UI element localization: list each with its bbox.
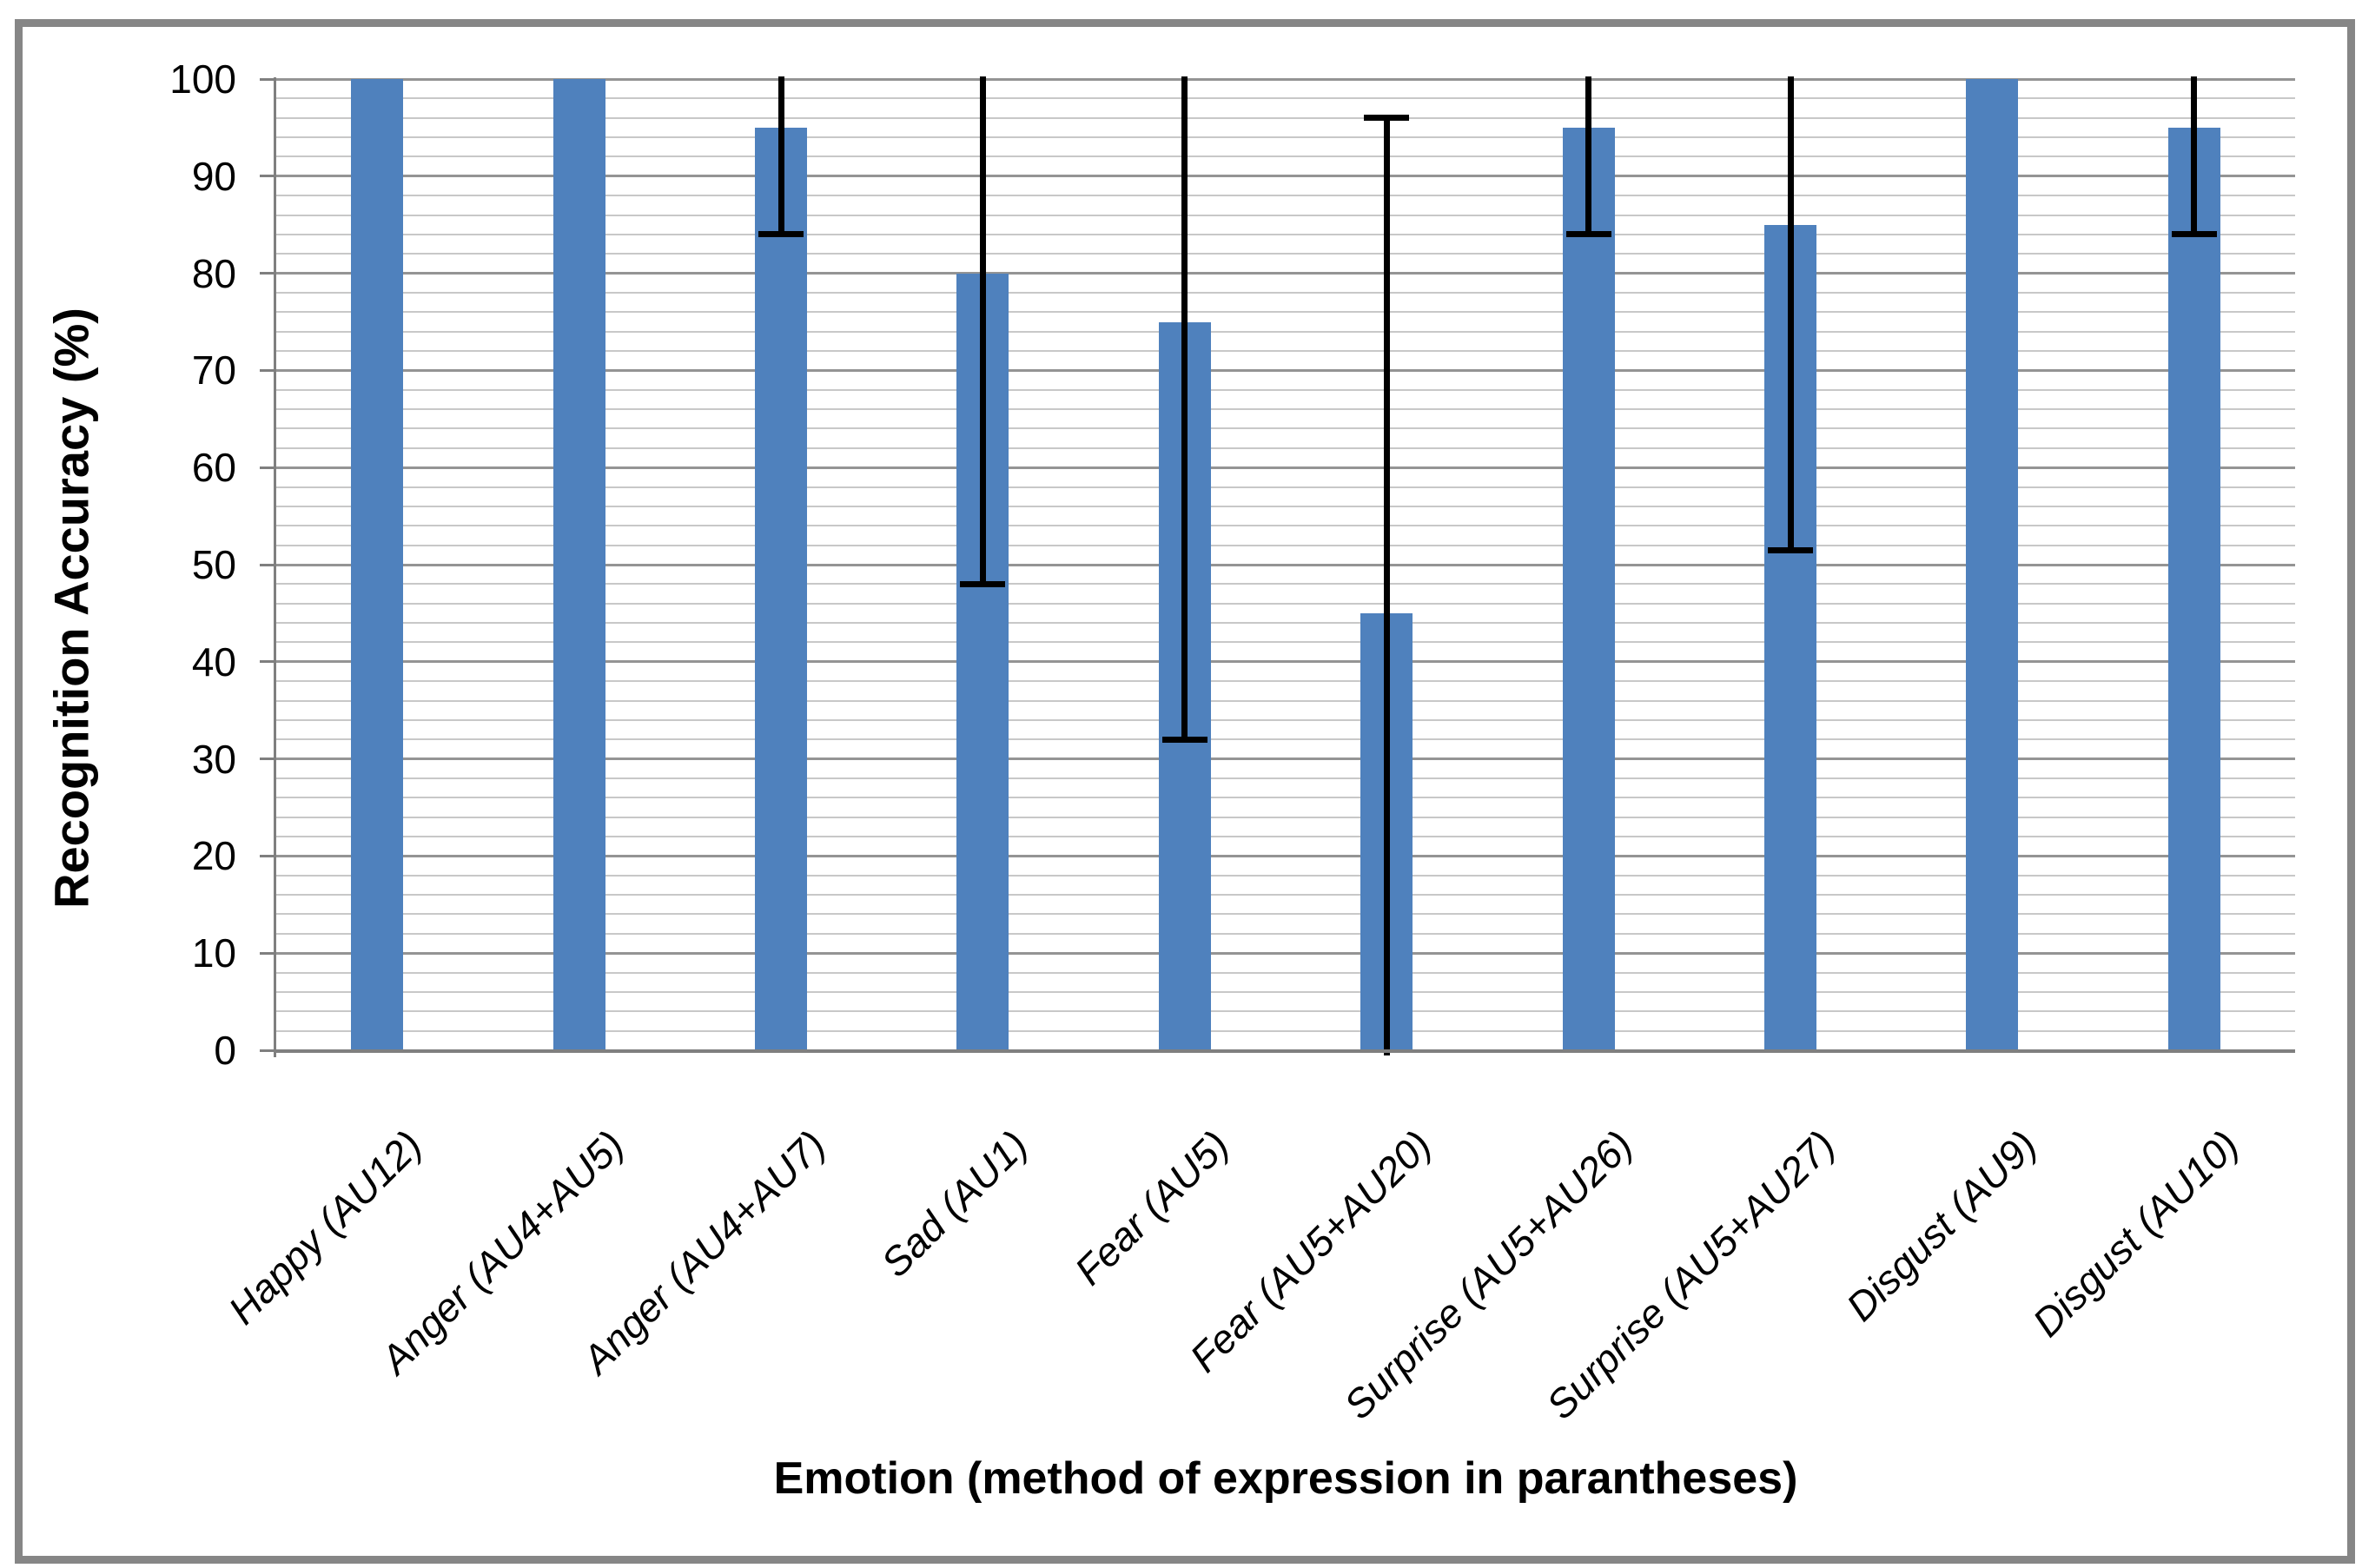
bar-disgust-au9 — [1966, 79, 2019, 1050]
error-bar-lower-cap-surprise-au5-au26 — [1565, 231, 1611, 238]
gridline-major — [276, 272, 2295, 275]
y-axis-tick — [260, 1049, 276, 1052]
y-axis-tick-label: 30 — [191, 736, 236, 782]
gridline-minor — [276, 291, 2295, 294]
gridline-minor — [276, 350, 2295, 353]
error-bar-surprise-au5-au27 — [1787, 76, 1794, 551]
gridline-minor — [276, 622, 2295, 625]
error-bar-disgust-au10 — [2191, 76, 2198, 235]
error-bar-lower-cap-fear-au5 — [1161, 736, 1207, 743]
y-axis-tick — [260, 951, 276, 955]
gridline-minor — [276, 971, 2295, 974]
bar-anger-au4-au5 — [552, 79, 605, 1050]
gridline-minor — [276, 116, 2295, 119]
y-axis-tick — [260, 660, 276, 664]
error-bar-anger-au4-au7 — [777, 76, 784, 235]
gridline-minor — [276, 583, 2295, 586]
gridline-minor — [276, 311, 2295, 314]
gridline-minor — [276, 797, 2295, 799]
error-bar-fear-au5-au20 — [1383, 117, 1390, 1055]
gridline-minor — [276, 836, 2295, 838]
y-axis-title: Recognition Accuracy (%) — [43, 308, 99, 909]
gridline-minor — [276, 932, 2295, 935]
gridline-minor — [276, 699, 2295, 702]
gridline-minor — [276, 388, 2295, 391]
gridline-minor — [276, 525, 2295, 527]
gridline-minor — [276, 718, 2295, 721]
y-axis-tick-label: 20 — [191, 833, 236, 879]
gridline-minor — [276, 777, 2295, 779]
gridline-minor — [276, 97, 2295, 100]
y-axis-tick-label: 50 — [191, 542, 236, 587]
gridline-minor — [276, 505, 2295, 507]
y-axis-tick-label: 60 — [191, 445, 236, 491]
gridline-minor — [276, 253, 2295, 255]
y-axis-tick-label: 40 — [191, 638, 236, 685]
gridline-minor — [276, 214, 2295, 216]
error-bar-lower-cap-sad-au1 — [960, 580, 1006, 587]
gridline-minor — [276, 195, 2295, 197]
y-axis-tick — [260, 175, 276, 178]
gridline-major — [276, 758, 2295, 761]
gridline-minor — [276, 136, 2295, 139]
bar-disgust-au10 — [2167, 127, 2220, 1050]
bar-happy-au12 — [351, 79, 404, 1050]
gridline-minor — [276, 486, 2295, 488]
y-axis-tick — [260, 854, 276, 857]
gridline-minor — [276, 447, 2295, 449]
gridline-minor — [276, 680, 2295, 683]
gridline-minor — [276, 990, 2295, 993]
gridline-major — [276, 368, 2295, 372]
y-axis-tick-label: 70 — [191, 347, 236, 394]
y-axis-tick — [260, 758, 276, 761]
gridline-minor — [276, 913, 2295, 916]
gridline-minor — [276, 816, 2295, 818]
y-axis-tick — [260, 368, 276, 372]
gridline-minor — [276, 408, 2295, 411]
error-bar-upper-cap-fear-au5-au20 — [1364, 115, 1410, 122]
gridline-minor — [276, 233, 2295, 235]
bar-surprise-au5-au26 — [1562, 127, 1615, 1050]
gridline-major — [276, 175, 2295, 178]
error-bar-lower-cap-surprise-au5-au27 — [1768, 546, 1813, 553]
gridline-major — [276, 77, 2295, 81]
bar-anger-au4-au7 — [755, 127, 807, 1050]
y-axis-tick-label: 90 — [191, 153, 236, 199]
gridline-major — [276, 854, 2295, 857]
gridline-minor — [276, 1029, 2295, 1032]
gridline-minor — [276, 427, 2295, 430]
error-bar-fear-au5 — [1181, 76, 1188, 740]
gridline-minor — [276, 894, 2295, 896]
y-axis-tick — [260, 272, 276, 275]
y-axis-tick-label: 0 — [214, 1028, 236, 1073]
gridline-minor — [276, 602, 2295, 605]
gridline-minor — [276, 641, 2295, 644]
gridline-major — [276, 563, 2295, 566]
y-axis-tick — [260, 77, 276, 81]
gridline-minor — [276, 544, 2295, 546]
y-axis-line — [274, 77, 276, 1057]
y-axis-tick-label: 10 — [191, 930, 236, 976]
gridline-minor — [276, 874, 2295, 877]
error-bar-lower-cap-anger-au4-au7 — [758, 231, 804, 238]
x-axis-title: Emotion (method of expression in paranth… — [773, 1453, 1798, 1504]
y-axis-tick — [260, 563, 276, 566]
error-bar-lower-cap-disgust-au10 — [2171, 231, 2217, 238]
gridline-major — [276, 660, 2295, 664]
gridline-minor — [276, 1010, 2295, 1013]
gridline-major — [276, 951, 2295, 955]
y-axis-tick-label: 100 — [169, 56, 236, 102]
error-bar-surprise-au5-au26 — [1585, 76, 1592, 235]
gridline-minor — [276, 155, 2295, 158]
error-bar-sad-au1 — [979, 76, 986, 585]
gridline-major — [276, 466, 2295, 469]
y-axis-tick — [260, 466, 276, 469]
x-axis-line — [274, 1049, 2295, 1053]
gridline-minor — [276, 330, 2295, 333]
gridline-minor — [276, 738, 2295, 741]
y-axis-tick-label: 80 — [191, 250, 236, 296]
